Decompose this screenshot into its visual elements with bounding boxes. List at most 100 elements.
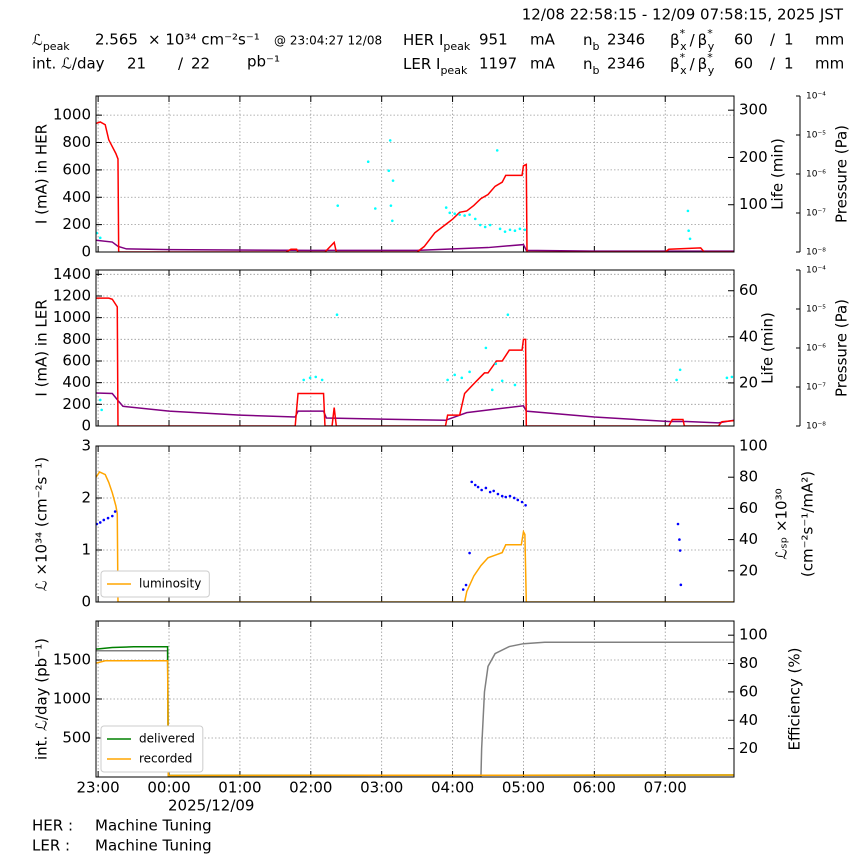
beta-y-value: 1 bbox=[784, 55, 794, 73]
data-line bbox=[96, 239, 734, 252]
superscript: * bbox=[680, 27, 686, 40]
data-point bbox=[453, 373, 456, 377]
data-point bbox=[100, 408, 103, 412]
peak-lum: 2.565 bbox=[95, 31, 138, 49]
subscript: b bbox=[593, 40, 600, 53]
data-point bbox=[468, 551, 471, 555]
y-tick-label: 1400 bbox=[53, 265, 91, 283]
data-point bbox=[448, 211, 452, 215]
data-point bbox=[113, 510, 117, 513]
y2-tick-label: 80 bbox=[739, 654, 758, 672]
peak-current: 1197 bbox=[479, 55, 517, 73]
data-point bbox=[388, 139, 392, 142]
data-point bbox=[516, 498, 520, 502]
y2-tick-label: 100 bbox=[739, 437, 768, 455]
data-point bbox=[513, 229, 517, 233]
x-tick-label: 23:00 bbox=[77, 779, 120, 797]
plot-frame bbox=[95, 620, 735, 778]
legend-box bbox=[100, 725, 204, 773]
legend-box bbox=[100, 570, 210, 598]
label: HER I bbox=[403, 31, 443, 49]
data-point bbox=[336, 204, 340, 207]
y-axis-label: I (mA) in LER bbox=[33, 299, 51, 396]
data-point bbox=[468, 213, 471, 216]
data-point bbox=[478, 223, 482, 227]
data-point bbox=[508, 228, 512, 232]
superscript: * bbox=[680, 51, 686, 64]
data-point bbox=[458, 213, 461, 216]
data-point bbox=[302, 378, 306, 382]
data-point bbox=[391, 219, 394, 223]
y2-tick-label: 60 bbox=[739, 281, 758, 299]
y-tick-label: 2 bbox=[81, 489, 91, 507]
ring-status: Machine Tuning bbox=[95, 837, 212, 855]
symbol: ℒ bbox=[32, 31, 43, 49]
y-tick-label: 0 bbox=[81, 593, 91, 611]
peak-lum-time: @ 23:04:27 12/08 bbox=[274, 34, 382, 48]
data-point bbox=[688, 237, 692, 241]
data-point bbox=[476, 485, 480, 489]
y-tick-label: 1000 bbox=[53, 690, 91, 708]
subscript: x bbox=[680, 64, 687, 77]
data-point bbox=[366, 160, 370, 164]
data-point bbox=[676, 522, 680, 526]
data-line bbox=[96, 660, 734, 777]
plot-frame bbox=[95, 445, 735, 603]
y-tick-label: 600 bbox=[62, 352, 91, 370]
peak-lum-unit: × 10³⁴ cm⁻²s⁻¹ bbox=[148, 31, 260, 49]
y3-tick-label: 10⁻⁷ bbox=[806, 383, 826, 393]
ring-label: HER Ipeak bbox=[403, 31, 471, 53]
y-tick-label: 400 bbox=[62, 188, 91, 206]
peak-current: 951 bbox=[479, 31, 508, 49]
beta-unit: mm bbox=[815, 31, 844, 49]
symbol: n bbox=[583, 31, 593, 49]
y3-tick-label: 10⁻⁴ bbox=[806, 266, 826, 276]
subscript: b bbox=[593, 64, 600, 77]
y2-tick-label: 40 bbox=[739, 327, 758, 345]
data-point bbox=[387, 169, 391, 172]
y2-tick-label: 20 bbox=[739, 373, 758, 391]
data-point bbox=[484, 346, 488, 350]
symbol: β bbox=[698, 31, 708, 49]
data-point bbox=[484, 486, 488, 490]
y3-tick-label: 10⁻⁸ bbox=[806, 422, 826, 432]
symbol: n bbox=[583, 55, 593, 73]
data-point bbox=[498, 227, 502, 231]
y-tick-label: 1500 bbox=[53, 651, 91, 669]
data-point bbox=[464, 583, 468, 587]
data-point bbox=[513, 383, 517, 387]
data-point bbox=[389, 204, 393, 207]
symbol: β bbox=[670, 55, 680, 73]
series-layer bbox=[96, 471, 734, 602]
time-range: 12/08 22:58:15 - 12/09 07:58:15, 2025 JS… bbox=[522, 6, 844, 24]
y2-axis-label: ℒₛₚ ×10³⁰ bbox=[773, 488, 791, 559]
bunch-label: nb bbox=[583, 31, 600, 53]
series-layer bbox=[96, 121, 734, 252]
beta-label: β* x / β* y bbox=[670, 51, 715, 77]
data-point bbox=[524, 503, 527, 507]
legend-label: luminosity bbox=[139, 577, 201, 591]
x-tick-label: 06:00 bbox=[573, 779, 616, 797]
beta-x-value: 60 bbox=[734, 31, 753, 49]
y2-tick-label: 80 bbox=[739, 468, 758, 486]
data-point bbox=[98, 398, 102, 402]
chart-panel: 0 1 2 3 ℒ ×10³⁴ (cm⁻²s⁻¹) 20 40 60 80 100 ℒₛₚ ×10³… bbox=[33, 437, 817, 611]
data-point bbox=[495, 149, 499, 152]
y-tick-label: 1000 bbox=[53, 308, 91, 326]
separator: / bbox=[690, 55, 696, 73]
y-axis-label: I (mA) in HER bbox=[33, 124, 51, 224]
legend-label: recorded bbox=[139, 752, 192, 766]
y2-axis-label: (cm⁻²s⁻¹/mA²) bbox=[799, 471, 817, 577]
data-point bbox=[314, 375, 318, 379]
x-tick-label: 01:00 bbox=[218, 779, 261, 797]
current-unit: mA bbox=[530, 31, 556, 49]
y-tick-label: 0 bbox=[81, 417, 91, 435]
y-tick-label: 400 bbox=[62, 373, 91, 391]
data-point bbox=[102, 518, 106, 522]
data-point bbox=[504, 495, 508, 499]
bunches: 2346 bbox=[607, 55, 645, 73]
ring-status-label: HER : bbox=[32, 817, 73, 835]
